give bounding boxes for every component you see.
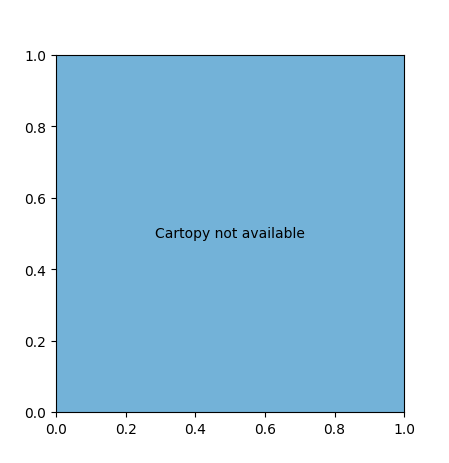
Text: Cartopy not available: Cartopy not available (155, 227, 305, 241)
